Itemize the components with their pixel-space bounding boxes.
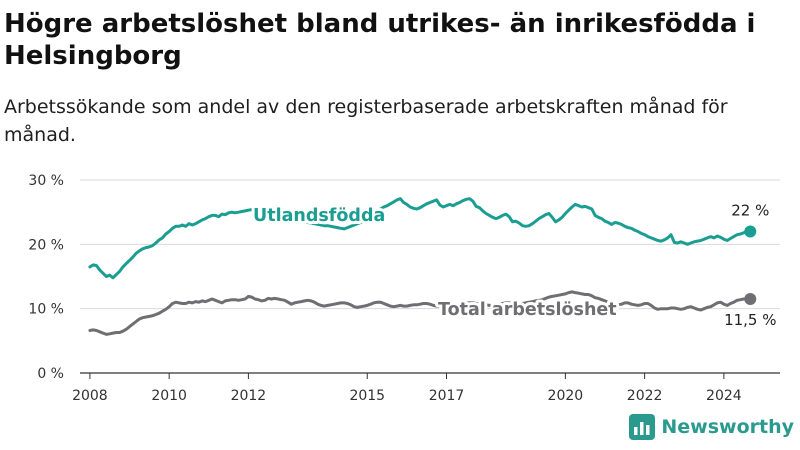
x-tick-label: 2012 xyxy=(231,388,267,404)
series-lines xyxy=(88,197,757,336)
series-end-label-1: 11,5 % xyxy=(724,311,776,329)
x-tick-label: 2010 xyxy=(151,388,187,404)
y-tick-label: 10 % xyxy=(28,302,64,318)
x-tick-label: 2020 xyxy=(548,388,584,404)
x-tick-label: 2022 xyxy=(627,388,663,404)
brand-name: Newsworthy xyxy=(661,416,794,438)
x-tick-label: 2015 xyxy=(349,388,385,404)
series-name-label-0: Utlandsfödda xyxy=(253,206,385,226)
y-tick-label: 20 % xyxy=(28,237,64,253)
y-tick-label: 30 % xyxy=(28,173,64,189)
series-end-point-1 xyxy=(744,293,757,306)
series-end-label-0: 22 % xyxy=(731,201,769,219)
series-labels: 22 % 11,5 % Utlandsfödda Total arbetslöshet xyxy=(250,201,776,329)
gridlines xyxy=(80,179,780,310)
series-end-point-0 xyxy=(744,225,757,238)
chart-subtitle: Arbetssökande som andel av den registerb… xyxy=(4,96,728,146)
series-line-0 xyxy=(88,197,752,280)
y-axis-ticks: 0 % 10 % 20 % 30 % xyxy=(28,173,64,382)
series-name-label-1: Total arbetslöshet xyxy=(438,300,617,320)
chart-title: Högre arbetslöshet bland utrikes- än inr… xyxy=(4,9,756,71)
newsworthy-brand[interactable]: Newsworthy xyxy=(629,412,794,442)
bar-chart-logo-icon xyxy=(629,414,656,440)
x-tick-label: 2024 xyxy=(706,388,742,404)
x-tick-label: 2008 xyxy=(72,388,108,404)
x-axis: 2008 2010 2012 2015 2017 2020 2022 2024 xyxy=(72,372,780,404)
series-line-1 xyxy=(88,290,752,336)
y-tick-label: 0 % xyxy=(37,366,64,382)
x-tick-label: 2017 xyxy=(429,388,465,404)
